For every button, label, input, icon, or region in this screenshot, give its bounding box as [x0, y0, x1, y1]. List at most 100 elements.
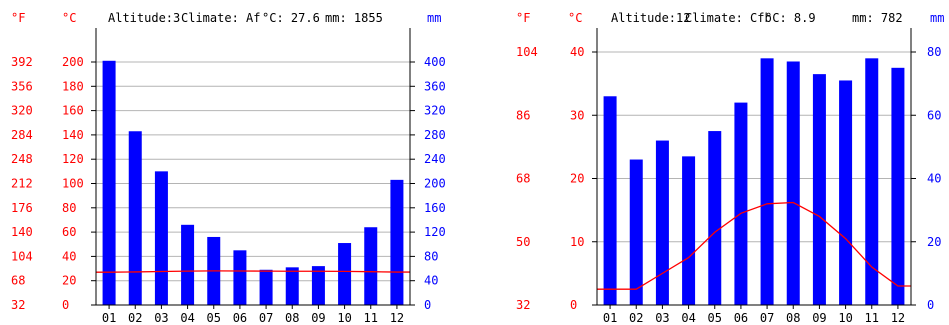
plot-area: 0 32 10 50 20 68 30 86 40 104 0 20 40 60 80 01 02 03 04 05 0… — [516, 28, 941, 325]
precip-tick-label: 40 — [927, 172, 941, 186]
month-tick-label: 07 — [259, 311, 273, 325]
month-tick-label: 02 — [128, 311, 142, 325]
header-altitude: Altitude:3 — [108, 11, 180, 25]
fahrenheit-tick-label: 356 — [11, 79, 33, 93]
precip-tick-label: 80 — [424, 249, 438, 263]
precip-bar — [655, 140, 669, 305]
fahrenheit-tick-label: 86 — [516, 108, 530, 122]
precip-bar — [285, 267, 299, 305]
month-tick-label: 09 — [311, 311, 325, 325]
precip-tick-label: 400 — [424, 55, 446, 69]
fahrenheit-unit-label: °F — [516, 11, 530, 25]
header-precipitation: mm: 1855 — [325, 11, 383, 25]
fahrenheit-tick-label: 104 — [11, 249, 33, 263]
temperature-line — [96, 270, 410, 273]
fahrenheit-tick-label: 176 — [11, 201, 33, 215]
precip-tick-label: 240 — [424, 152, 446, 166]
celsius-tick-label: 80 — [62, 201, 76, 215]
celsius-tick-label: 60 — [62, 225, 76, 239]
precip-bar — [603, 96, 617, 306]
celsius-tick-label: 20 — [62, 274, 76, 288]
celsius-tick-label: 200 — [62, 55, 84, 69]
precip-bar — [629, 159, 643, 305]
celsius-tick-label: 10 — [570, 235, 584, 249]
month-tick-label: 09 — [812, 311, 826, 325]
precip-bar — [786, 61, 800, 305]
precip-tick-label: 20 — [927, 235, 941, 249]
precip-tick-label: 360 — [424, 79, 446, 93]
celsius-tick-label: 160 — [62, 104, 84, 118]
fahrenheit-tick-label: 50 — [516, 235, 530, 249]
precip-bar — [865, 58, 879, 306]
precip-tick-label: 80 — [927, 45, 941, 59]
month-tick-label: 01 — [102, 311, 116, 325]
fahrenheit-tick-label: 392 — [11, 55, 33, 69]
precip-tick-label: 280 — [424, 128, 446, 142]
celsius-tick-label: 0 — [62, 298, 69, 312]
precip-bar — [390, 179, 404, 305]
fahrenheit-tick-label: 32 — [516, 298, 530, 312]
month-tick-label: 10 — [838, 311, 852, 325]
precip-bar — [839, 80, 853, 306]
header-temperature: °C: 8.9 — [765, 11, 816, 25]
precip-bar — [682, 156, 696, 305]
fahrenheit-tick-label: 140 — [11, 225, 33, 239]
celsius-unit-label: °C — [568, 11, 582, 25]
month-tick-label: 07 — [760, 311, 774, 325]
precip-bar — [154, 171, 168, 305]
month-tick-label: 01 — [603, 311, 617, 325]
plot-area: 0322068401046014080176100212120248140284… — [11, 28, 446, 325]
month-tick-label: 03 — [154, 311, 168, 325]
month-tick-label: 02 — [629, 311, 643, 325]
fahrenheit-tick-label: 284 — [11, 128, 33, 142]
month-tick-label: 03 — [655, 311, 669, 325]
header-temperature: °C: 27.6 — [262, 11, 320, 25]
precip-tick-label: 160 — [424, 201, 446, 215]
fahrenheit-tick-label: 32 — [11, 298, 25, 312]
precip-bar — [233, 250, 247, 305]
fahrenheit-tick-label: 212 — [11, 177, 33, 191]
precip-bar — [181, 224, 195, 305]
precip-tick-label: 60 — [927, 108, 941, 122]
celsius-tick-label: 120 — [62, 152, 84, 166]
precip-bar — [812, 74, 826, 305]
fahrenheit-tick-label: 248 — [11, 152, 33, 166]
precip-tick-label: 0 — [424, 298, 431, 312]
celsius-unit-label: °C — [62, 11, 76, 25]
precip-tick-label: 40 — [424, 274, 438, 288]
celsius-tick-label: 100 — [62, 177, 84, 191]
month-tick-label: 12 — [891, 311, 905, 325]
header-climate: Climate: Cfb — [685, 11, 772, 25]
fahrenheit-tick-label: 320 — [11, 104, 33, 118]
precip-bar — [311, 266, 325, 305]
header-altitude: Altitude:12 — [611, 11, 690, 25]
celsius-tick-label: 20 — [570, 172, 584, 186]
month-tick-label: 05 — [708, 311, 722, 325]
precip-tick-label: 320 — [424, 104, 446, 118]
fahrenheit-tick-label: 68 — [11, 274, 25, 288]
precip-bar — [259, 269, 273, 305]
month-tick-label: 06 — [233, 311, 247, 325]
month-tick-label: 11 — [865, 311, 879, 325]
celsius-tick-label: 0 — [570, 298, 577, 312]
celsius-tick-label: 140 — [62, 128, 84, 142]
month-tick-label: 08 — [285, 311, 299, 325]
precip-tick-label: 120 — [424, 225, 446, 239]
header-precipitation: mm: 782 — [852, 11, 903, 25]
precip-bar — [708, 131, 722, 305]
precip-bar — [338, 243, 352, 305]
precip-bar — [128, 131, 142, 305]
celsius-tick-label: 180 — [62, 79, 84, 93]
month-tick-label: 12 — [390, 311, 404, 325]
celsius-tick-label: 40 — [570, 45, 584, 59]
month-tick-label: 11 — [364, 311, 378, 325]
precip-bar — [364, 227, 378, 305]
celsius-tick-label: 30 — [570, 108, 584, 122]
month-tick-label: 06 — [734, 311, 748, 325]
month-tick-label: 08 — [786, 311, 800, 325]
month-tick-label: 04 — [681, 311, 695, 325]
precip-bar — [734, 102, 748, 305]
precip-unit-label: mm — [930, 11, 944, 25]
climate-chart-left: °F °C mm Altitude:3 Climate: Af °C: 27.6… — [11, 11, 446, 325]
precip-bar — [891, 67, 905, 305]
